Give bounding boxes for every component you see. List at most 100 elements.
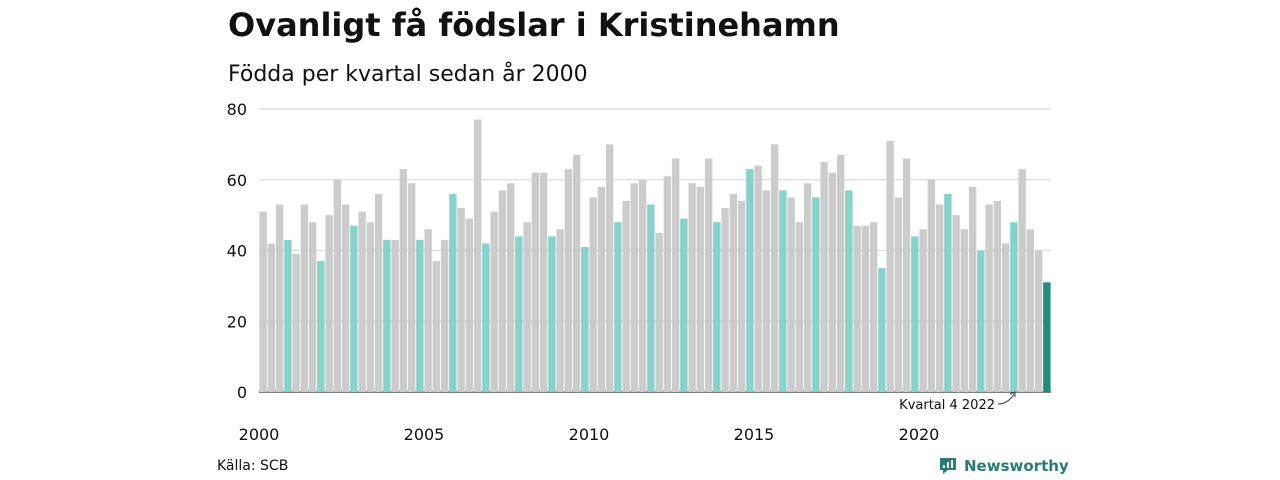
chart-subtitle: Födda per kvartal sedan år 2000 <box>228 62 588 87</box>
bar <box>589 197 597 392</box>
bar <box>737 200 746 392</box>
bar <box>482 243 490 392</box>
bar <box>960 229 969 392</box>
bar <box>968 186 977 392</box>
bar <box>465 218 474 392</box>
bar <box>374 193 383 392</box>
bar <box>812 197 820 392</box>
bar <box>902 158 911 392</box>
bar <box>399 169 408 392</box>
bar <box>663 176 672 392</box>
bar <box>498 190 507 392</box>
bar <box>556 229 564 392</box>
bar <box>1034 250 1043 392</box>
bar <box>457 208 465 392</box>
bar <box>729 193 738 392</box>
brand-name: Newsworthy <box>964 457 1069 475</box>
bar <box>515 236 523 392</box>
bar <box>853 225 861 392</box>
y-tick-label: 60 <box>227 171 247 190</box>
bar <box>828 172 837 392</box>
bar <box>490 211 498 392</box>
y-tick-label: 80 <box>227 100 247 119</box>
bar <box>985 204 993 392</box>
bar <box>869 222 878 392</box>
bar <box>325 215 333 392</box>
annotation-label: Kvartal 4 2022 <box>899 398 995 413</box>
y-tick-label: 0 <box>237 383 247 402</box>
bar <box>704 158 713 392</box>
y-tick-label: 20 <box>227 312 247 331</box>
bar <box>787 197 795 392</box>
bar <box>630 183 639 392</box>
bar <box>754 165 762 392</box>
x-tick-label: 2000 <box>239 425 280 444</box>
bar <box>432 261 441 392</box>
bar <box>358 211 366 392</box>
bar <box>713 222 721 392</box>
bar <box>845 190 853 392</box>
bar <box>894 197 903 392</box>
bar <box>614 222 622 392</box>
bar <box>803 183 812 392</box>
bar <box>366 222 375 392</box>
bar <box>275 204 284 392</box>
x-tick-label: 2020 <box>899 425 940 444</box>
bar <box>391 239 399 392</box>
x-tick-label: 2005 <box>404 425 445 444</box>
bar <box>696 186 705 392</box>
bar <box>416 239 424 392</box>
bar <box>878 268 886 392</box>
bar <box>548 236 556 392</box>
bar <box>647 204 655 392</box>
bar <box>317 261 325 392</box>
bar <box>564 169 573 392</box>
bar <box>424 229 432 392</box>
bar <box>952 215 960 392</box>
bar <box>746 169 754 392</box>
bar <box>795 222 804 392</box>
source-label: Källa: SCB <box>217 458 289 474</box>
bar <box>539 172 548 392</box>
bar <box>531 172 540 392</box>
bar <box>407 183 416 392</box>
chart-title: Ovanligt få födslar i Kristinehamn <box>228 6 840 44</box>
bar <box>350 225 358 392</box>
bar <box>259 211 267 392</box>
bar <box>671 158 680 392</box>
bar <box>622 200 630 392</box>
bar <box>927 179 936 392</box>
bar <box>383 239 391 392</box>
bar <box>449 193 457 392</box>
bar <box>308 222 317 392</box>
x-tick-label: 2010 <box>569 425 610 444</box>
bar <box>1043 282 1051 392</box>
bar <box>886 140 894 392</box>
bar <box>655 232 663 392</box>
bar <box>572 154 581 392</box>
bar <box>977 250 985 392</box>
newsworthy-icon <box>940 458 956 474</box>
annotation-arrowhead <box>1009 391 1016 397</box>
bar <box>919 229 927 392</box>
bar <box>688 183 696 392</box>
bar <box>597 186 606 392</box>
x-tick-label: 2015 <box>734 425 775 444</box>
bar <box>770 144 779 392</box>
bar <box>523 222 531 392</box>
bar <box>1018 169 1026 392</box>
bar <box>836 154 845 392</box>
bar <box>911 236 919 392</box>
bar <box>779 190 787 392</box>
bar <box>762 190 771 392</box>
bar <box>861 225 870 392</box>
bar <box>820 162 828 392</box>
bar <box>581 246 589 392</box>
bar <box>680 218 688 392</box>
bar <box>341 204 350 392</box>
brand-logo: Newsworthy <box>938 456 1069 476</box>
bar <box>605 144 614 392</box>
bar <box>935 204 944 392</box>
bar <box>1010 222 1018 392</box>
